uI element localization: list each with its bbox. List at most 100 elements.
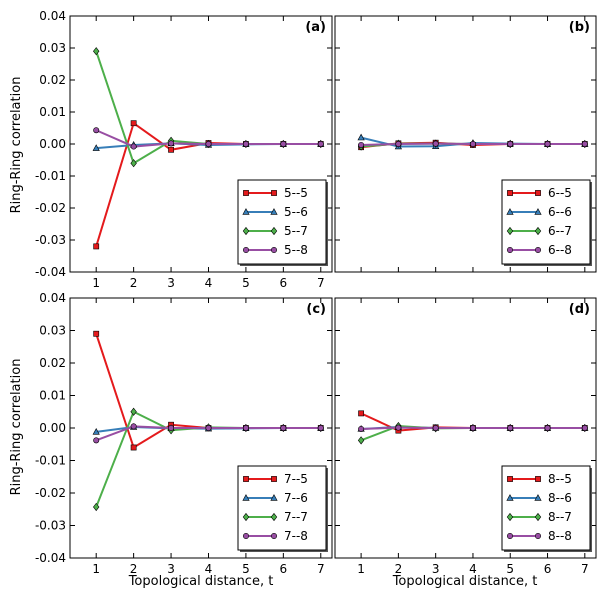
data-point [93,127,100,134]
data-point [469,141,476,148]
panel-label: (b) [569,20,590,35]
data-point [358,141,365,148]
data-point [93,437,100,444]
legend-entry: 8--5 [548,472,572,486]
legend-entry: 8--6 [548,491,572,505]
x-tick-label: 2 [395,562,403,576]
x-tick-label: 4 [205,276,213,290]
legend-marker [242,512,250,522]
legend-marker [534,512,542,522]
y-tick-label: -0.01 [35,169,66,183]
legend-marker [271,190,277,196]
data-point [242,141,249,148]
data-point [92,427,100,435]
legend-entry: 5--6 [284,205,308,219]
y-tick-label: -0.01 [35,454,66,468]
data-point [317,424,324,431]
legend-marker [243,476,249,482]
legend-marker [270,532,277,539]
data-point [507,424,514,431]
legend-entry: 7--6 [284,491,308,505]
data-point [130,444,137,451]
legend-entry: 7--5 [284,472,308,486]
legend-entry: 8--8 [548,529,572,543]
data-point [205,141,212,148]
legend-marker [507,476,513,482]
legend-entry: 6--8 [548,243,572,257]
legend-entry: 5--8 [284,243,308,257]
data-point [130,407,137,416]
x-tick-label: 7 [581,562,589,576]
legend-entry: 6--6 [548,205,572,219]
data-point [432,140,439,147]
panel-label: (a) [305,20,326,35]
y-tick-label: -0.04 [35,551,66,565]
legend-entry: 7--8 [284,529,308,543]
data-point [168,424,175,431]
data-point [205,424,212,431]
data-point [280,141,287,148]
legend-marker [507,190,513,196]
legend-marker [506,532,513,539]
y-tick-label: -0.02 [35,486,66,500]
x-tick-label: 2 [130,276,138,290]
legend-marker [506,512,514,522]
data-point [581,141,588,148]
panel-3: 0.04 0.03 0.02 0.01 0.00 -0.01 -0.02 -0.03 -0.04… [35,291,333,576]
x-tick-label: 5 [242,562,250,576]
legend-marker [506,208,514,215]
data-point [395,141,402,148]
data-point [469,424,476,431]
y-tick-label: 0.04 [39,9,66,23]
data-point [130,120,137,127]
legend-marker [535,190,541,196]
y-tick-label: 0.03 [39,41,66,55]
legend-marker [534,494,542,501]
x-tick-label: 2 [130,562,138,576]
y-tick-label: 0.02 [39,73,66,87]
y-tick-label: -0.04 [35,265,66,279]
legend-entry: 6--5 [548,186,572,200]
x-tick-label: 3 [167,562,175,576]
data-point [168,146,174,153]
legend-entry: 7--7 [284,510,308,524]
panel-label: (c) [306,302,326,317]
legend-entry: 5--5 [284,186,308,200]
y-tick-label: 0.01 [39,389,66,403]
data-point [93,330,100,337]
y-tick-label: 0.00 [39,137,66,151]
data-point [544,424,551,431]
data-point [168,140,175,147]
x-tick-label: 6 [544,562,552,576]
data-point [93,243,100,250]
data-point [544,141,551,148]
data-point [280,424,287,431]
data-point [581,424,588,431]
legend-marker [506,247,513,254]
data-point [358,425,365,432]
legend-entry: 8--7 [548,510,572,524]
xlabel-right: Topological distance, t [392,574,538,589]
legend-marker [270,226,278,236]
data-point [93,47,100,56]
y-tick-label: -0.02 [35,201,66,215]
y-tick-label: 0.02 [39,356,66,370]
x-tick-label: 6 [280,562,288,576]
y-tick-label: 0.03 [39,324,66,338]
y-tick-label: 0.01 [39,105,66,119]
legend-marker [270,208,278,215]
x-tick-label: 5 [242,276,250,290]
panel-4: 1 2 3 4 5 6 7 (d) 8--5 8--6 8--7 8--8 [334,297,597,576]
y-tick-label: 0.04 [39,291,66,305]
legend-marker [242,494,250,501]
x-tick-label: 7 [317,276,325,290]
xlabel-left: Topological distance, t [128,574,274,589]
legend-marker [270,494,278,501]
y-tick-label: -0.03 [35,233,66,247]
data-point [93,502,100,512]
data-point [130,159,137,168]
y-tick-label: 0.00 [39,421,66,435]
legend-marker [243,190,249,196]
legend-marker [243,247,250,254]
